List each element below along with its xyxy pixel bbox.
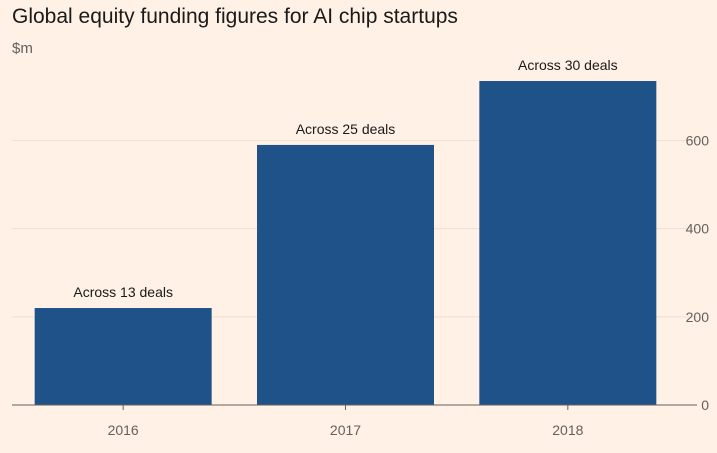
bar-2016 bbox=[34, 308, 212, 405]
y-tick-label: 0 bbox=[701, 397, 709, 413]
y-tick-label: 600 bbox=[686, 133, 710, 149]
x-tick-label: 2016 bbox=[108, 422, 139, 438]
bar-annotation-2016: Across 13 deals bbox=[73, 284, 173, 300]
y-tick-label: 400 bbox=[686, 221, 710, 237]
x-tick-label: 2017 bbox=[330, 422, 361, 438]
y-axis-unit-label: $m bbox=[12, 40, 33, 57]
chart-title: Global equity funding figures for AI chi… bbox=[12, 5, 458, 28]
bar-2018 bbox=[479, 81, 657, 405]
x-tick-label: 2018 bbox=[552, 422, 583, 438]
bar-2017 bbox=[257, 144, 434, 405]
y-tick-label: 200 bbox=[686, 309, 710, 325]
bar-annotation-2017: Across 25 deals bbox=[296, 121, 396, 137]
bar-annotation-2018: Across 30 deals bbox=[518, 57, 618, 73]
